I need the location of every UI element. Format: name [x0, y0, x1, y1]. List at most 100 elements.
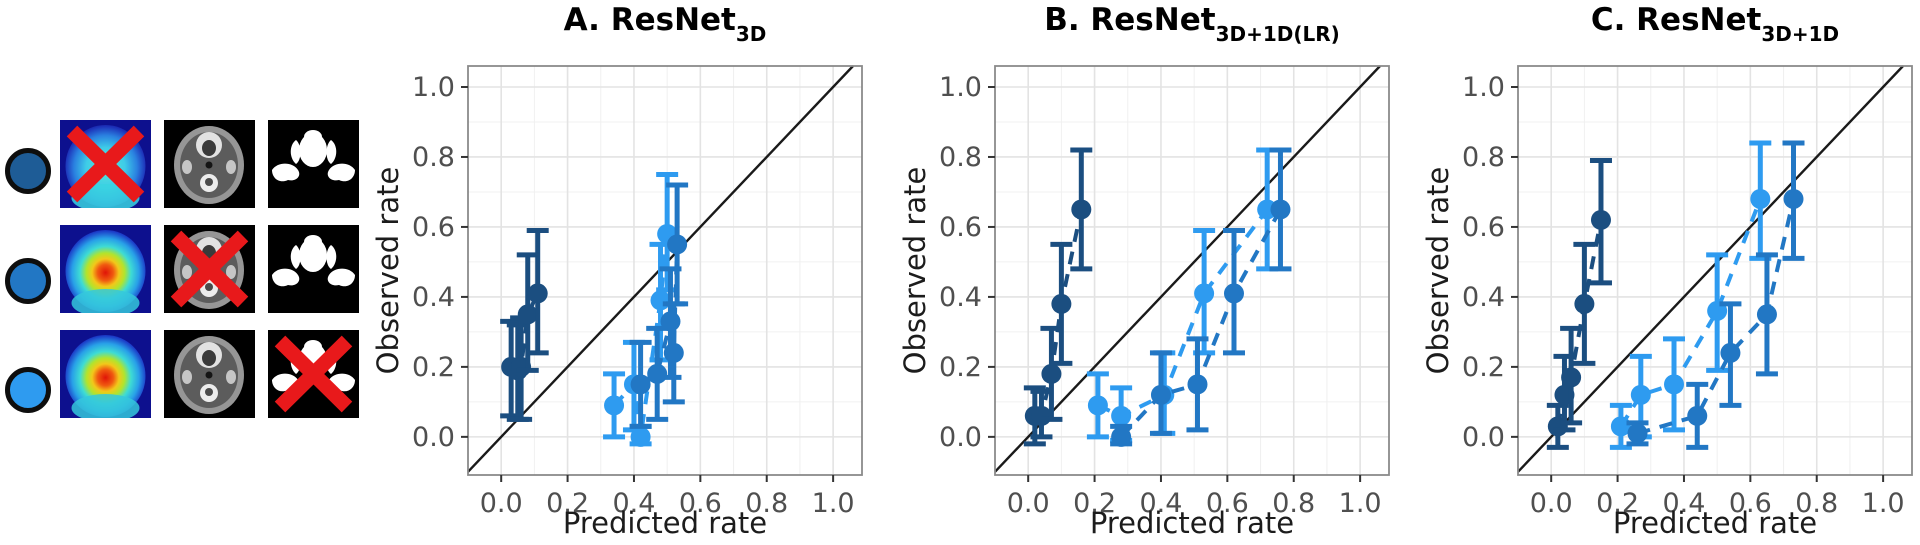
panel-c-title-text: C. ResNet: [1590, 2, 1762, 38]
x-tick-label: 0.6: [1206, 488, 1249, 519]
x-tick-label: 0.2: [1596, 488, 1639, 519]
segmentation-mask-tile-without-pet: [268, 120, 359, 208]
data-point-without-pet: [1031, 405, 1052, 426]
data-point-without-ct: [1783, 188, 1804, 209]
axis-ticks: 0.0 0.2 0.4 0.6 0.8 1.0 0.0 0.2 0.4 0.6 0.8 1.0: [412, 72, 855, 519]
x-tick-label: 0.4: [1662, 488, 1705, 519]
ct-scan-tile-without-pet: [164, 120, 255, 208]
data-point-without-pet: [517, 304, 538, 325]
y-tick-label: 0.4: [1462, 282, 1505, 313]
y-tick-label: 0.2: [1462, 352, 1505, 383]
pet-heatmap-image: [60, 225, 151, 313]
data-point-without-pet: [1041, 363, 1062, 384]
data-point-without-pet: [1051, 293, 1072, 314]
panel-c-title-subscript: 3D+1D: [1761, 22, 1840, 47]
ct-scan-tile-without-ct: [164, 225, 255, 313]
x-tick-label: 0.0: [1007, 488, 1050, 519]
excluded-cross-icon: [274, 335, 353, 413]
panel-border: [467, 65, 863, 476]
segmentation-mask-image: [268, 120, 359, 208]
excluded-cross-icon: [170, 230, 249, 308]
x-tick-label: 0.8: [745, 488, 788, 519]
panel-c: C. ResNet3D+1D 0.0 0.2 0.4 0.6 0.8 1.0 0.0 0.2 0…: [1418, 0, 1920, 545]
data-point-without-ct: [660, 311, 681, 332]
data-point-without-pet: [1574, 293, 1595, 314]
x-tick-label: 0.8: [1272, 488, 1315, 519]
y-tick-label: 0.6: [1462, 212, 1505, 243]
x-tick-label: 0.4: [1139, 488, 1182, 519]
input-ablation-legend: [0, 0, 368, 545]
data-point-without-mask: [1610, 416, 1631, 437]
data-point-without-mask: [1111, 405, 1132, 426]
y-tick-label: 0.4: [412, 282, 455, 313]
gridlines: [995, 66, 1389, 475]
series-without-ct: [1626, 140, 1805, 450]
data-point-without-ct: [1223, 283, 1244, 304]
data-point-without-mask: [1664, 374, 1685, 395]
panel-b-title-subscript: 3D+1D(LR): [1215, 22, 1340, 47]
y-tick-label: 0.0: [412, 422, 455, 453]
data-point-without-ct: [1720, 342, 1741, 363]
data-point-without-ct: [1270, 199, 1291, 220]
panel-border: [994, 65, 1390, 476]
x-tick-label: 0.6: [679, 488, 722, 519]
data-point-without-ct: [663, 342, 684, 363]
y-tick-label: 1.0: [1462, 72, 1505, 103]
data-point-without-ct: [630, 374, 651, 395]
data-point-without-ct: [1627, 423, 1648, 444]
y-tick-label: 1.0: [939, 72, 982, 103]
x-tick-label: 1.0: [1862, 488, 1905, 519]
data-point-without-ct: [1150, 384, 1171, 405]
y-tick-label: 0.0: [1462, 422, 1505, 453]
ct-scan-tile-without-mask: [164, 330, 255, 418]
segmentation-mask-tile-without-ct: [268, 225, 359, 313]
y-tick-label: 1.0: [412, 72, 455, 103]
y-tick-label: 0.8: [412, 142, 455, 173]
series-without-pet: [1546, 157, 1612, 450]
data-point-without-pet: [1561, 367, 1582, 388]
segmentation-mask-tile-without-mask: [268, 330, 359, 418]
x-tick-label: 0.0: [1530, 488, 1573, 519]
panel-a-plot: 0.0 0.2 0.4 0.6 0.8 1.0 0.0 0.2 0.4 0.6 0.8 1.0 Pred…: [371, 65, 863, 540]
y-tick-label: 0.8: [939, 142, 982, 173]
x-tick-label: 0.0: [480, 488, 523, 519]
y-tick-label: 0.6: [412, 212, 455, 243]
y-tick-label: 0.2: [939, 352, 982, 383]
series-without-ct: [629, 182, 689, 429]
y-tick-label: 0.8: [1462, 142, 1505, 173]
data-point-without-ct: [1187, 374, 1208, 395]
data-point-without-pet: [1590, 209, 1611, 230]
ct-scan-image: [164, 330, 255, 418]
y-axis-label: Observed rate: [1421, 167, 1455, 375]
pet-heatmap-tile-without-mask: [60, 330, 151, 418]
series-marker-without-ct: [5, 258, 51, 304]
x-tick-label: 0.4: [612, 488, 655, 519]
pet-heatmap-tile-without-ct: [60, 225, 151, 313]
excluded-cross-icon: [66, 125, 145, 203]
data-point-without-ct: [1756, 304, 1777, 325]
x-axis-label: Predicted rate: [563, 506, 767, 540]
series-without-pet: [1023, 147, 1093, 447]
segmentation-mask-image: [268, 225, 359, 313]
identity-line: [994, 65, 1381, 473]
pet-heatmap-image: [60, 120, 151, 208]
series-without-ct: [1110, 147, 1292, 447]
data-point-without-pet: [527, 283, 548, 304]
series-marker-without-mask: [5, 367, 51, 413]
identity-line: [1517, 65, 1904, 473]
x-tick-label: 1.0: [812, 488, 855, 519]
series-without-pet: [500, 227, 549, 422]
data-point-without-mask: [650, 290, 671, 311]
data-point-without-pet: [1071, 199, 1092, 220]
x-tick-label: 0.2: [546, 488, 589, 519]
data-point-without-ct: [1111, 426, 1132, 447]
panel-b-title-text: B. ResNet: [1044, 2, 1216, 38]
panel-c-title: C. ResNet3D+1D: [1518, 2, 1912, 48]
data-point-without-mask: [604, 395, 625, 416]
panel-a: A. ResNet3D 0.0 0.2 0.4 0.6 0.8 1.0 0.0 0.2 0.4 0…: [368, 0, 888, 545]
panel-b: B. ResNet3D+1D(LR) 0.0 0.2 0.4 0.6 0.8 1.0 0.0…: [895, 0, 1415, 545]
x-tick-label: 0.8: [1795, 488, 1838, 519]
ct-scan-image: [164, 225, 255, 313]
x-tick-label: 1.0: [1339, 488, 1382, 519]
